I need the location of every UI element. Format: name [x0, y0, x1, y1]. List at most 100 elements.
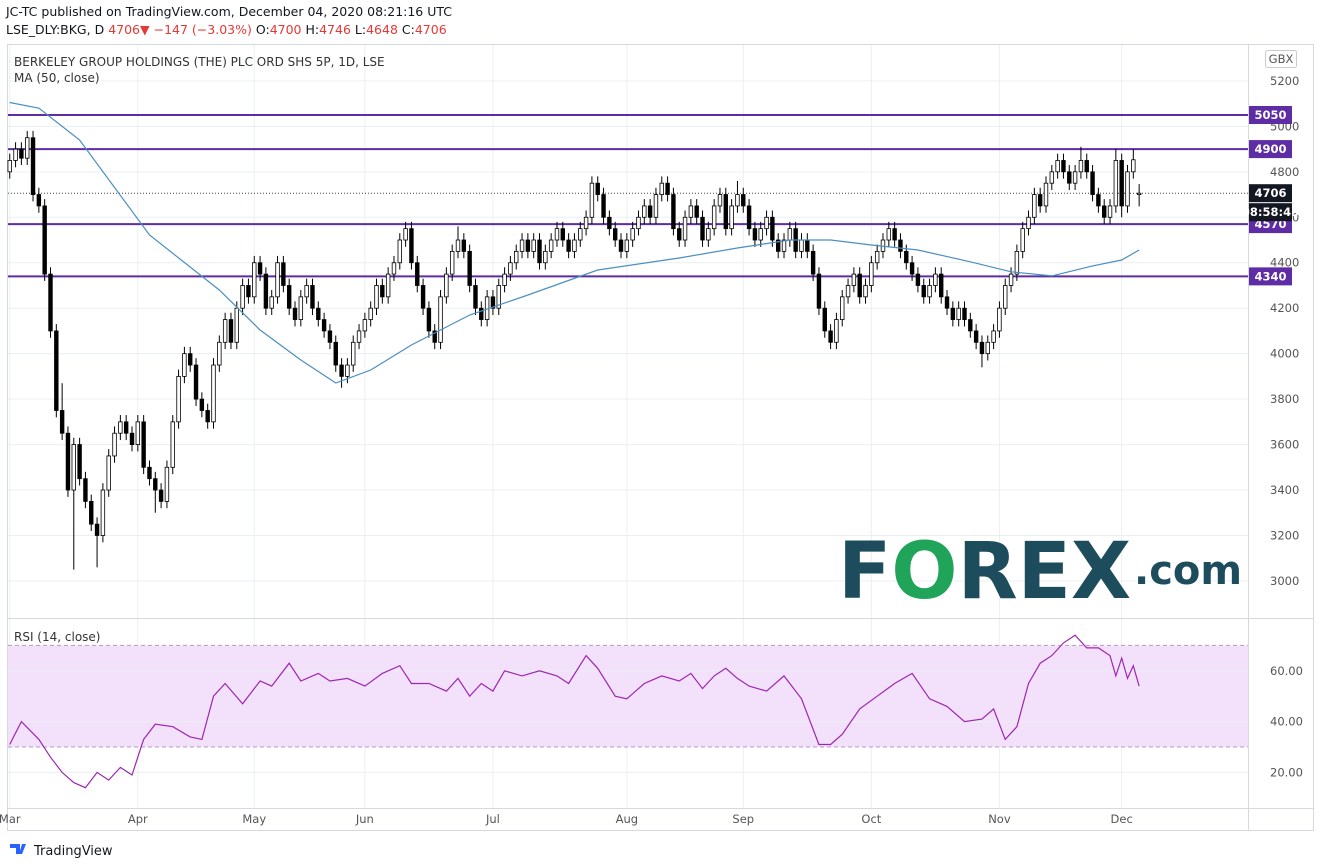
tv-icon [10, 844, 26, 854]
candle-body [805, 239, 810, 252]
level-tag-label: 5050 [1254, 108, 1286, 122]
watermark: FOREX [838, 527, 1131, 617]
level-tag-box [1249, 140, 1292, 159]
candle-body [799, 239, 804, 252]
candle-body [816, 273, 822, 309]
candle-body [310, 285, 315, 309]
y-tick-label: 60.00 [1270, 664, 1303, 678]
l-label: L: [355, 22, 366, 37]
candle-body [933, 273, 938, 286]
candle-body [1037, 194, 1043, 207]
candle-body [1055, 160, 1060, 173]
y-tick-label: 4800 [1270, 165, 1299, 179]
candle-body [298, 296, 304, 320]
candle-body [723, 194, 729, 230]
y-tick-label: 4400 [1270, 256, 1299, 270]
candle-body [997, 307, 1002, 332]
candle-body [106, 455, 111, 491]
candle-body [351, 341, 356, 366]
candle-body [927, 285, 932, 298]
level-tag-label: 4900 [1254, 142, 1286, 156]
publisher: JC-TC published on TradingView.com, Dece… [5, 4, 452, 19]
candle-body [671, 194, 676, 230]
candle-body [647, 205, 653, 218]
candle-body [13, 148, 18, 161]
candle-body [764, 216, 769, 230]
candle-body [1131, 159, 1136, 173]
symbol: LSE_DLY:BKG, D [6, 22, 104, 37]
candle-body [141, 421, 146, 468]
candle-body [7, 160, 12, 173]
chart-title: BERKELEY GROUP HOLDINGS (THE) PLC ORD SH… [14, 55, 385, 69]
h-label: H: [305, 22, 319, 37]
countdown-tag-label: 08:58:45 [1242, 205, 1299, 219]
level-tag: 5050 [1249, 106, 1292, 125]
candle-body [345, 364, 350, 377]
candle-body [1107, 205, 1113, 218]
arrow: ▼ [140, 22, 150, 37]
candle-body [682, 216, 688, 241]
candle-body [595, 182, 600, 195]
candle-body [449, 250, 455, 275]
candle-body [775, 239, 781, 252]
candle-body [822, 307, 827, 332]
candle-body [30, 137, 36, 195]
candle-body [874, 250, 880, 264]
level-tag: 4340 [1249, 267, 1292, 286]
candle-body [554, 228, 560, 241]
level-tag-box [1249, 267, 1292, 286]
candle-body [415, 262, 420, 286]
candle-body [1020, 228, 1025, 252]
candle-body [746, 205, 752, 230]
last: 4706 [108, 22, 140, 37]
o-label: O: [256, 22, 270, 37]
candle-body [304, 285, 309, 298]
candle-body [164, 466, 170, 502]
candle-body [944, 296, 950, 309]
candle-body [25, 137, 30, 159]
candle-body [642, 205, 647, 218]
candle-body [630, 228, 635, 241]
candle-body [490, 296, 496, 309]
candle-body [845, 285, 851, 298]
candle-body [444, 273, 449, 298]
candle-body [863, 285, 868, 298]
candle-body [834, 319, 839, 343]
candle-body [543, 250, 548, 264]
candle-body [711, 205, 717, 230]
candle-body [496, 285, 501, 309]
candle-body [281, 262, 286, 286]
y-tick-label: 5200 [1270, 74, 1299, 88]
candle-body [455, 239, 461, 252]
y-tick-label: 40.00 [1270, 715, 1303, 729]
candle-body [222, 319, 228, 343]
candle-body [531, 239, 536, 252]
candle-body [1084, 160, 1089, 173]
candle-body [205, 410, 210, 423]
candle-body [1061, 160, 1066, 173]
x-tick-label: Nov [988, 812, 1011, 826]
candle-body [286, 285, 292, 309]
candle-body [263, 273, 269, 309]
ohlc-line: LSE_DLY:BKG, D 4706▼ −147 (−3.03%) O:470… [6, 22, 447, 37]
candle-body [1008, 273, 1014, 286]
candle-body [339, 364, 344, 377]
candle-body [1125, 171, 1130, 207]
candle-body [269, 296, 274, 309]
candle-body [519, 239, 525, 252]
candle-body [717, 194, 723, 207]
marks [7, 101, 1248, 789]
candle-body [770, 216, 775, 241]
last-price-tag-box [1249, 184, 1292, 203]
countdown-tag-box [1249, 203, 1292, 222]
candle-body [973, 330, 979, 343]
ma-label: MA (50, close) [14, 71, 100, 85]
candle-body [426, 307, 432, 332]
candle-body [327, 330, 333, 343]
candle-body [1072, 171, 1078, 184]
candle-body [170, 421, 175, 468]
candle-body [432, 330, 437, 343]
candle-body [1096, 194, 1101, 207]
x-tick-label: Apr [128, 812, 148, 826]
currency: GBX [1269, 52, 1294, 66]
